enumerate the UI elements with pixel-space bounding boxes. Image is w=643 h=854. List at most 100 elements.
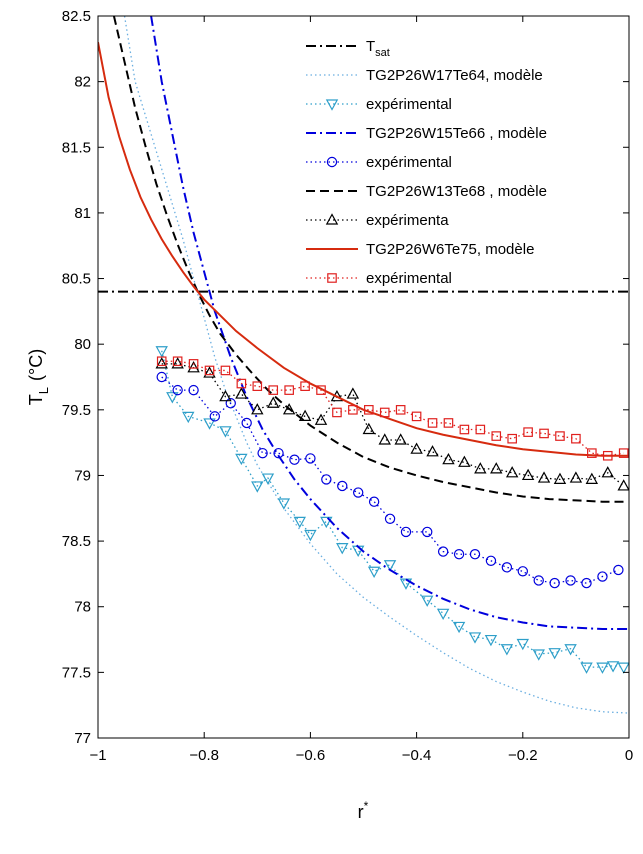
- series-2: [155, 346, 629, 674]
- series-4-line: [161, 376, 619, 584]
- series-4-point: [422, 526, 433, 538]
- series-4-point: [613, 564, 624, 576]
- series-2-point: [166, 392, 179, 404]
- y-tick-label: 79.5: [62, 402, 91, 419]
- legend-label: expérimental: [366, 96, 452, 113]
- series-2-point: [182, 411, 195, 424]
- series-2-point: [564, 644, 577, 656]
- series-8-point: [491, 431, 502, 441]
- series-4-point: [485, 555, 497, 566]
- series-8-point: [587, 448, 597, 458]
- series-4-point: [305, 453, 316, 464]
- series-2-point: [235, 453, 248, 466]
- series-6-point: [474, 462, 487, 474]
- series-6-point: [235, 387, 248, 399]
- series-8-point: [459, 424, 470, 435]
- series-8-point: [618, 448, 629, 458]
- series-2-point: [367, 566, 381, 579]
- series-2-point: [251, 481, 264, 493]
- series-8-line: [161, 360, 624, 457]
- series-6-point: [298, 409, 312, 421]
- series-2-point: [293, 516, 306, 529]
- y-tick-label: 81.5: [62, 139, 91, 156]
- series-4-point: [368, 496, 380, 507]
- legend-entry-5: TG2P26W13Te68 , modèle: [306, 183, 547, 200]
- legend-entry-4: expérimental: [306, 154, 452, 171]
- series-2-point: [320, 516, 333, 529]
- series-6-point: [346, 387, 360, 399]
- series-4-point: [469, 549, 481, 560]
- series-4-point: [597, 571, 608, 582]
- series-2-point: [596, 662, 609, 674]
- series-5-line: [112, 16, 629, 503]
- x-tick-label: −1: [89, 747, 106, 764]
- series-4-point: [172, 384, 183, 396]
- series-2-point: [548, 648, 561, 660]
- series-6-point: [267, 396, 280, 408]
- series-8-point: [443, 418, 454, 428]
- series-4-point: [517, 566, 529, 577]
- series-6-point: [394, 433, 407, 445]
- tick-labels: −1 −0.8 −0.6 −0.4 −0.2 0 77 77.5 78 78.5 79 79.5 80 8…: [62, 8, 633, 764]
- series-8-point: [156, 356, 167, 367]
- legend-entry-2: expérimental: [306, 96, 452, 113]
- series-6-point: [362, 422, 376, 435]
- series-5: [112, 16, 629, 503]
- series-6-point: [458, 455, 471, 467]
- legend-swatch-marker: [327, 273, 337, 283]
- legend-label: TG2P26W15Te66 , modèle: [366, 125, 547, 142]
- series-6-point: [569, 471, 583, 483]
- series-6-point: [187, 361, 200, 373]
- legend-entry-3: TG2P26W15Te66 , modèle: [306, 125, 547, 142]
- series-2-point: [580, 662, 593, 674]
- series-4-point: [533, 575, 544, 586]
- series-2-point: [277, 498, 291, 510]
- legend-entry-6: expérimenta: [306, 212, 449, 229]
- series-1-line: [123, 16, 629, 714]
- series-4-point: [156, 371, 167, 383]
- series-4-point: [581, 577, 592, 589]
- series-8-point: [284, 385, 294, 395]
- series-8-point: [395, 405, 406, 415]
- series-8-point: [507, 433, 517, 444]
- y-tick-label: 81: [74, 205, 91, 222]
- series-2-point: [436, 608, 450, 621]
- series-8-point: [220, 365, 231, 376]
- series-8-point: [204, 365, 215, 376]
- series-4-point: [321, 474, 332, 485]
- series-2-point: [219, 426, 232, 438]
- legend-entry-7: TG2P26W6Te75, modèle: [306, 241, 534, 258]
- series-4-point: [352, 487, 364, 498]
- series-4-point: [289, 454, 300, 465]
- x-tick-label: −0.4: [402, 747, 432, 764]
- legend-label: expérimental: [366, 270, 452, 287]
- series-4-point: [257, 447, 268, 459]
- y-tick-label: 78: [74, 599, 91, 616]
- series-4-point: [501, 562, 513, 573]
- legend-label: expérimenta: [366, 212, 449, 229]
- series-2-point: [484, 634, 498, 647]
- series-6-point: [553, 472, 567, 484]
- series-6-point: [203, 366, 216, 378]
- series-2-point: [203, 418, 216, 430]
- series-2-point: [383, 560, 397, 572]
- series-6-line: [161, 363, 625, 487]
- series-6-point: [219, 389, 232, 402]
- series-2-point: [421, 595, 434, 607]
- y-tick-label: 77.5: [62, 664, 91, 681]
- legend: Tsat TG2P26W17Te64, modèle expérimental TG2…: [306, 38, 547, 287]
- x-tick-label: −0.8: [189, 747, 219, 764]
- series-8-point: [427, 418, 438, 428]
- series-7: [98, 42, 629, 457]
- series-6-point: [617, 479, 629, 491]
- y-tick-label: 80.5: [62, 271, 91, 288]
- series-6-point: [426, 445, 439, 457]
- series-2-point: [304, 529, 317, 542]
- series-2-line: [161, 350, 624, 668]
- series-8-point: [332, 407, 342, 418]
- series-2-point: [155, 346, 168, 358]
- series-6-point: [521, 468, 535, 481]
- y-tick-label: 78.5: [62, 533, 91, 550]
- series-8-point: [555, 431, 565, 441]
